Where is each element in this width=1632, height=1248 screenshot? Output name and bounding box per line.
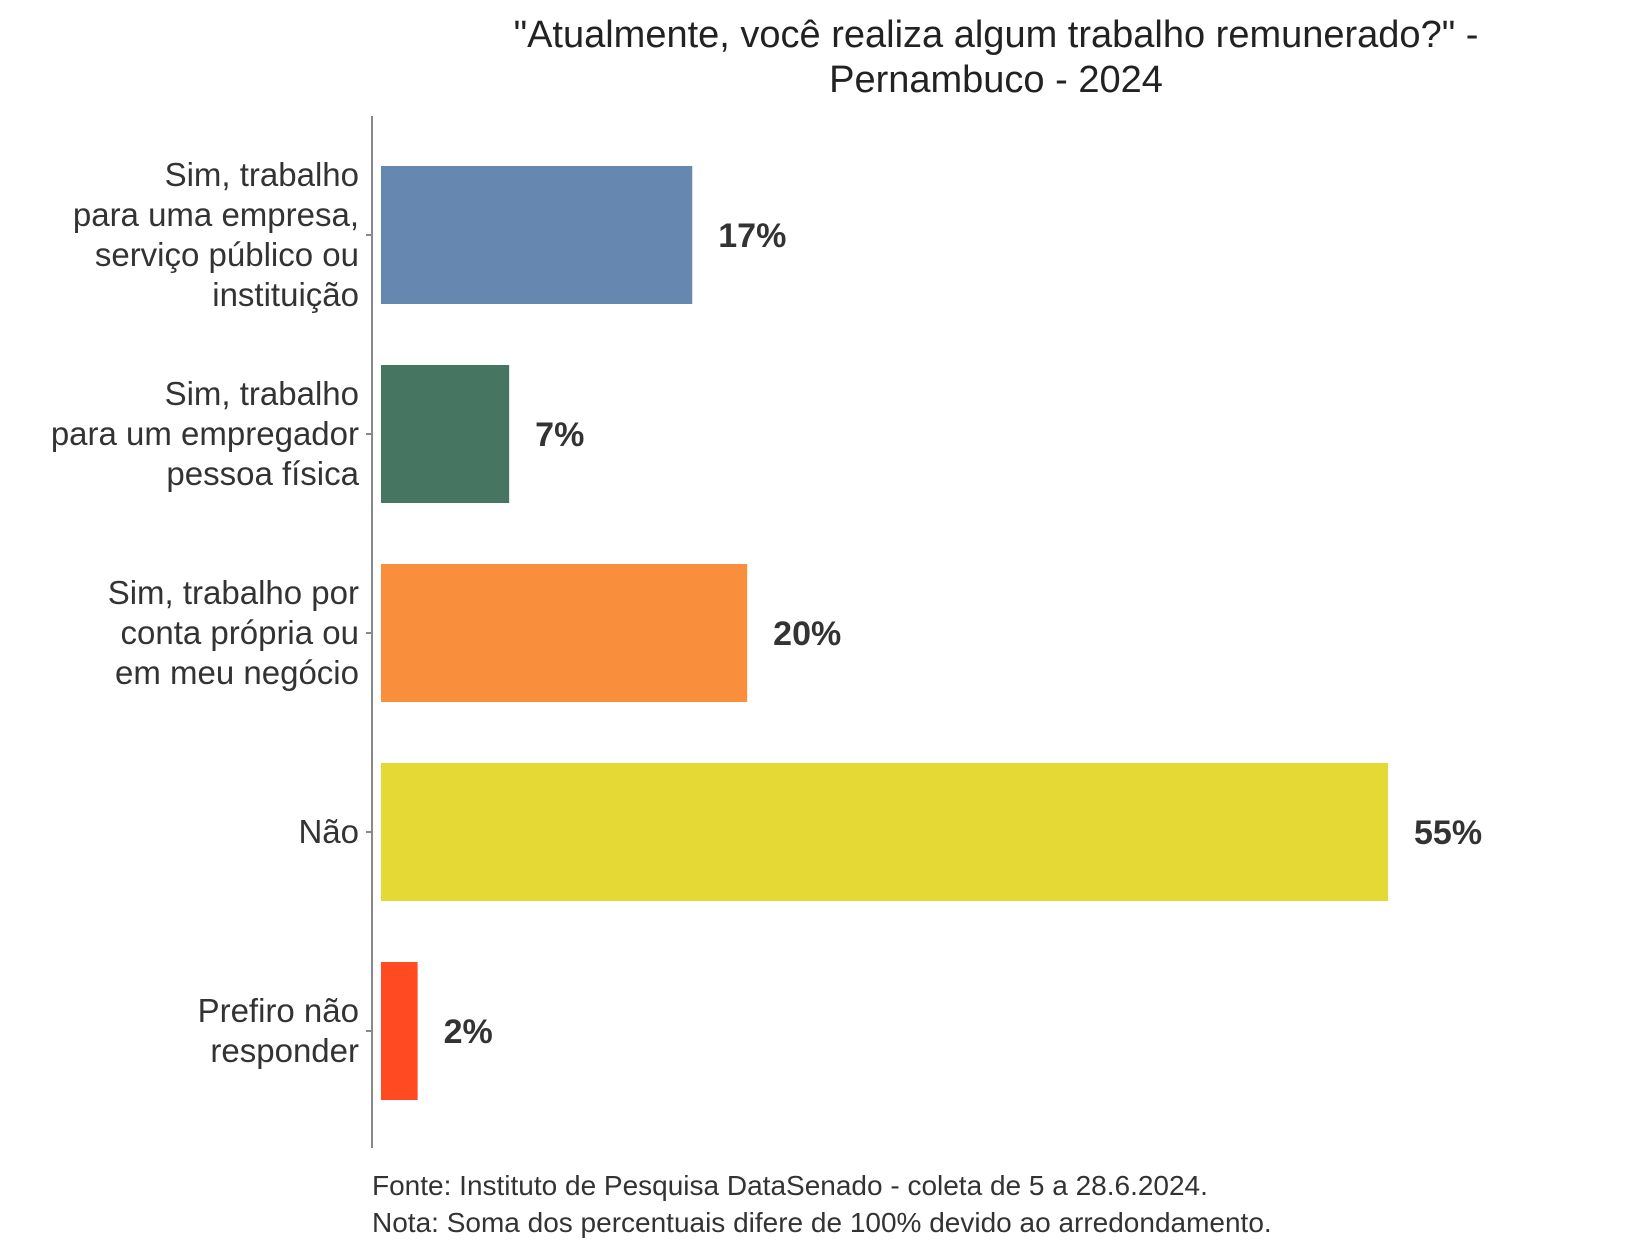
category-label: Sim, trabalho	[165, 156, 359, 193]
category-label: em meu negócio	[115, 654, 359, 691]
chart-title-line: "Atualmente, você realiza algum trabalho…	[514, 14, 1479, 56]
category-label: Não	[298, 813, 359, 850]
value-label: 7%	[535, 416, 584, 454]
value-labels: 17% 7% 20% 55% 2%	[444, 217, 1482, 1051]
category-label: serviço público ou	[95, 236, 359, 273]
value-label: 20%	[773, 615, 841, 653]
bars-group	[381, 166, 1388, 1100]
value-label: 55%	[1414, 814, 1482, 852]
note-caption: Nota: Soma dos percentuais difere de 100…	[372, 1207, 1272, 1238]
bar	[381, 763, 1388, 901]
chart-title: "Atualmente, você realiza algum trabalho…	[514, 14, 1479, 101]
bar	[381, 166, 693, 304]
bar	[381, 365, 510, 503]
category-label: instituição	[212, 276, 359, 313]
category-label: conta própria ou	[121, 614, 360, 651]
category-label: responder	[210, 1032, 359, 1069]
y-axis-ticks	[366, 234, 372, 1032]
category-label: Sim, trabalho	[165, 375, 359, 412]
category-label: para um empregador	[51, 415, 359, 452]
chart-title-line: Pernambuco - 2024	[829, 59, 1163, 101]
source-caption: Fonte: Instituto de Pesquisa DataSenado …	[372, 1170, 1208, 1201]
category-label: Sim, trabalho por	[108, 574, 359, 611]
bar	[381, 564, 748, 702]
category-label: para uma empresa,	[73, 196, 359, 233]
bar	[381, 962, 418, 1100]
value-label: 17%	[718, 217, 786, 255]
value-label: 2%	[444, 1013, 493, 1051]
category-label: pessoa física	[166, 455, 359, 492]
category-label: Prefiro não	[198, 992, 359, 1029]
